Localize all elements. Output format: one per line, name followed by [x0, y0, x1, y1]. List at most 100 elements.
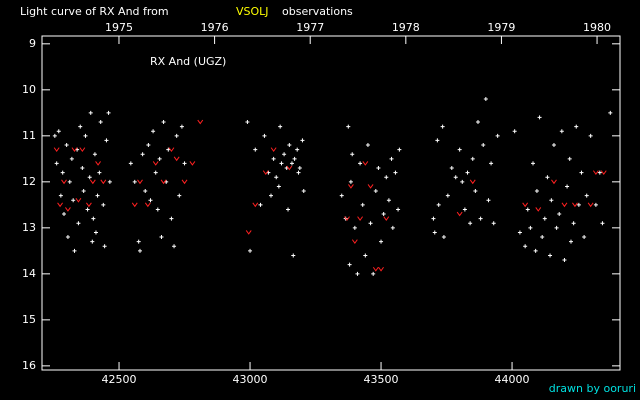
data-point — [300, 138, 305, 143]
data-point — [72, 248, 77, 253]
data-point — [61, 179, 67, 185]
data-point — [104, 138, 109, 143]
data-point — [93, 230, 98, 235]
data-point — [441, 235, 446, 240]
data-point — [98, 120, 103, 125]
data-point — [177, 193, 182, 198]
data-point — [80, 166, 85, 171]
data-point — [483, 97, 488, 102]
data-point — [286, 165, 293, 171]
data-point — [301, 189, 306, 194]
data-point — [297, 166, 302, 171]
data-point — [381, 212, 386, 217]
data-point — [362, 161, 369, 166]
data-point — [76, 221, 81, 226]
data-point — [292, 156, 297, 161]
data-point — [252, 202, 259, 208]
data-point — [523, 244, 528, 249]
chart-title-suffix: observations — [282, 5, 353, 18]
data-point — [166, 147, 171, 152]
data-point — [449, 166, 454, 171]
data-point — [584, 193, 589, 198]
data-point — [367, 184, 374, 189]
data-point — [376, 166, 381, 171]
data-point — [534, 189, 539, 194]
data-point — [92, 152, 97, 157]
y-tick-label: 11 — [22, 129, 36, 142]
data-point — [143, 189, 148, 194]
data-point — [276, 184, 281, 189]
data-point — [53, 147, 60, 152]
data-point — [137, 248, 142, 253]
data-point — [291, 253, 296, 258]
data-point — [64, 143, 69, 148]
data-point — [71, 198, 76, 203]
data-point — [155, 207, 160, 212]
data-point — [346, 124, 351, 129]
data-point — [159, 235, 164, 240]
data-point — [132, 179, 137, 184]
data-point — [245, 230, 252, 235]
data-point — [58, 193, 63, 198]
data-point — [75, 197, 82, 203]
x-tick-label: 44000 — [495, 373, 530, 386]
x2-tick-label: 1975 — [105, 21, 133, 34]
data-point — [355, 271, 360, 276]
data-point — [600, 221, 605, 226]
data-point — [436, 202, 441, 207]
data-point — [533, 248, 538, 253]
data-point — [262, 170, 269, 175]
data-point — [270, 147, 277, 152]
x2-tick-label: 1978 — [392, 21, 420, 34]
data-point — [136, 239, 141, 244]
data-point — [545, 175, 550, 180]
data-point — [344, 216, 350, 222]
data-point — [287, 143, 292, 148]
x2-tick-label: 1980 — [583, 21, 611, 34]
data-point — [435, 138, 440, 143]
data-point — [378, 266, 384, 272]
data-point — [173, 156, 180, 162]
data-point — [542, 216, 547, 221]
data-point — [339, 193, 344, 198]
data-point — [608, 110, 613, 115]
data-point — [389, 156, 394, 161]
data-point — [557, 212, 562, 217]
data-point — [107, 179, 112, 184]
data-point — [551, 143, 556, 148]
data-point — [69, 156, 74, 161]
data-point — [572, 202, 578, 208]
data-point — [56, 129, 61, 134]
data-point — [95, 161, 101, 166]
data-point — [102, 244, 107, 249]
data-point — [445, 193, 450, 198]
data-point — [245, 120, 250, 125]
data-point — [161, 120, 166, 125]
data-point — [282, 152, 287, 157]
data-point — [465, 170, 470, 175]
data-point — [351, 239, 358, 245]
data-point — [582, 235, 587, 240]
data-point — [153, 170, 158, 175]
data-point — [295, 147, 300, 152]
data-point — [83, 133, 88, 138]
x2-tick-label: 1977 — [296, 21, 324, 34]
data-point — [146, 143, 151, 148]
data-point — [157, 156, 162, 161]
data-point — [100, 179, 107, 185]
y-tick-label: 13 — [22, 221, 36, 234]
data-point — [365, 143, 370, 148]
y-tick-label: 14 — [22, 267, 36, 280]
data-point — [357, 216, 363, 222]
data-point — [52, 133, 57, 138]
data-point — [71, 147, 78, 152]
data-point — [189, 161, 196, 166]
data-point — [593, 202, 598, 207]
data-point — [258, 202, 263, 207]
data-point — [151, 129, 156, 134]
data-point — [481, 143, 486, 148]
data-point — [182, 161, 187, 166]
data-point — [559, 129, 564, 134]
data-point — [262, 133, 267, 138]
